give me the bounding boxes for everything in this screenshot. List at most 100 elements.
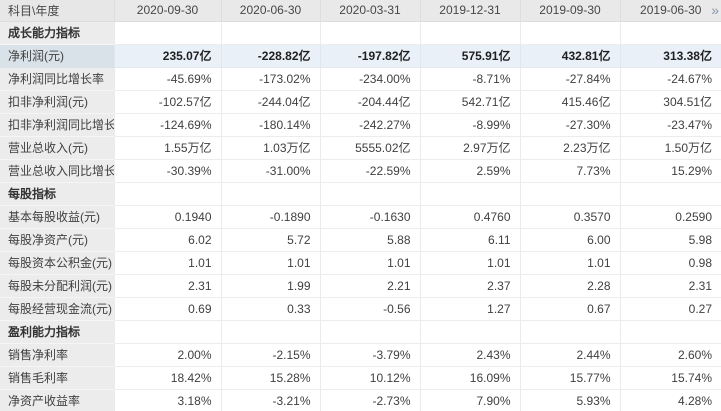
cell-value: 5.88 (319, 228, 420, 252)
cell-value: 5.72 (220, 228, 320, 252)
cell-value: -180.14% (220, 113, 320, 137)
cell-value: -0.1630 (319, 205, 420, 229)
empty-cell (419, 21, 520, 45)
cell-value: 6.02 (113, 228, 221, 252)
empty-cell (113, 21, 221, 45)
cell-value: 415.46亿 (519, 90, 620, 114)
row-label: 每股指标 (0, 182, 114, 206)
cell-value: 5555.02亿 (319, 136, 420, 160)
empty-cell (619, 320, 721, 344)
cell-value: -31.00% (220, 159, 320, 183)
table-row[interactable]: 营业总收入(元) 1.55万亿 1.03万亿 5555.02亿 2.97万亿 2.23万亿… (0, 136, 721, 160)
table-row[interactable]: 营业总收入同比增长率-30.39%-31.00%-22.59%2.59%7.73… (0, 159, 721, 183)
cell-value: 15.74% (619, 366, 721, 390)
cell-value: 1.01 (519, 251, 620, 275)
cell-value: 0.98 (619, 251, 721, 275)
row-label: 每股未分配利润(元) (0, 274, 114, 298)
column-header-date: 2019-06-30 » (619, 0, 721, 22)
row-label: 营业总收入同比增长率 (0, 159, 114, 183)
cell-value: -22.59% (319, 159, 420, 183)
cell-value: 4.28% (619, 389, 721, 411)
table-row[interactable]: 销售净利率 2.00% -2.15% -3.79% 2.43% 2.44% 2.60% (0, 343, 721, 367)
cell-value: -242.27% (319, 113, 420, 137)
cell-value: 18.42% (113, 366, 221, 390)
cell-value: 2.59% (419, 159, 520, 183)
cell-value: 542.71亿 (419, 90, 520, 114)
empty-cell (319, 21, 420, 45)
table-row[interactable]: 每股未分配利润(元) 2.31 1.99 2.21 2.37 2.28 2.31 (0, 274, 721, 298)
cell-value: -2.15% (220, 343, 320, 367)
cell-value: 1.01 (319, 251, 420, 275)
table-header: 科目\年度 2020-09-30 2020-06-30 2020-03-31 2019-… (0, 0, 721, 22)
column-header-label: 2020-09-30 (136, 3, 199, 18)
column-header-label: 2019-06-30 (640, 3, 702, 18)
cell-value: 0.33 (220, 297, 320, 321)
table-row[interactable]: 净资产收益率 3.18% -3.21% -2.73% 7.90% 5.93% 4.28% (0, 389, 721, 411)
row-label: 净利润(元) (0, 44, 114, 68)
cell-value: -24.67% (619, 67, 721, 91)
next-columns-icon[interactable]: » (711, 2, 719, 19)
row-label: 每股资本公积金(元) (0, 251, 114, 275)
cell-value: -3.21% (220, 389, 320, 411)
cell-value: -234.00% (319, 67, 420, 91)
cell-value: 1.50万亿 (619, 136, 721, 160)
cell-value: -244.04亿 (220, 90, 320, 114)
cell-value: 6.00 (519, 228, 620, 252)
empty-cell (519, 320, 620, 344)
table-row[interactable]: 基本每股收益(元) 0.1940 -0.1890 -0.1630 0.4760 0.357… (0, 205, 721, 229)
column-header-date: 2019-12-31 (419, 0, 520, 22)
cell-value: 2.21 (319, 274, 420, 298)
empty-cell (220, 21, 320, 45)
table-row[interactable]: 每股经营现金流(元) 0.69 0.33 -0.56 1.27 0.67 0.27 (0, 297, 721, 321)
column-header-label: 2019-12-31 (439, 3, 501, 18)
row-label: 扣非净利润(元) (0, 90, 114, 114)
cell-value: 2.00% (113, 343, 221, 367)
cell-value: -2.73% (319, 389, 420, 411)
corner-header: 科目\年度 (0, 0, 114, 22)
cell-value: 0.69 (113, 297, 221, 321)
table-row[interactable]: 每股净资产(元) 6.02 5.72 5.88 6.11 6.00 5.98 (0, 228, 721, 252)
row-label: 成长能力指标 (0, 21, 114, 45)
section-row: 每股指标 (0, 182, 721, 206)
table-row[interactable]: 扣非净利润(元) -102.57亿 -244.04亿 -204.44亿 542.71亿 4… (0, 90, 721, 114)
column-header-date: 2019-09-30 (519, 0, 620, 22)
cell-value: 0.67 (519, 297, 620, 321)
cell-value: -23.47% (619, 113, 721, 137)
cell-value: -0.1890 (220, 205, 320, 229)
cell-value: 313.38亿 (619, 44, 721, 68)
cell-value: 235.07亿 (113, 44, 221, 68)
cell-value: 0.27 (619, 297, 721, 321)
table-row[interactable]: 净利润同比增长率 -45.69% -173.02% -234.00% -8.71% -27… (0, 67, 721, 91)
row-label: 销售毛利率 (0, 366, 114, 390)
empty-cell (113, 320, 221, 344)
table-row[interactable]: 每股资本公积金(元) 1.01 1.01 1.01 1.01 1.01 0.98 (0, 251, 721, 275)
cell-value: 575.91亿 (419, 44, 520, 68)
cell-value: -197.82亿 (319, 44, 420, 68)
cell-value: 432.81亿 (519, 44, 620, 68)
cell-value: 15.29% (619, 159, 721, 183)
cell-value: 5.98 (619, 228, 721, 252)
cell-value: 1.27 (419, 297, 520, 321)
row-label: 每股经营现金流(元) (0, 297, 114, 321)
cell-value: -102.57亿 (113, 90, 221, 114)
column-header-label: 2020-03-31 (339, 3, 401, 18)
table-row[interactable]: 销售毛利率 18.42% 15.28% 10.12% 16.09% 15.77% 15.74… (0, 366, 721, 390)
cell-value: 1.01 (419, 251, 520, 275)
row-label: 盈利能力指标 (0, 320, 114, 344)
empty-cell (519, 21, 620, 45)
row-label: 销售净利率 (0, 343, 114, 367)
cell-value: -27.30% (519, 113, 620, 137)
cell-value: -204.44亿 (319, 90, 420, 114)
cell-value: 304.51亿 (619, 90, 721, 114)
table-row[interactable]: 净利润(元) 235.07亿 -228.82亿 -197.82亿 575.91亿 432.… (0, 44, 721, 68)
cell-value: 0.3570 (519, 205, 620, 229)
table-row[interactable]: 扣非净利润同比增长率-124.69%-180.14%-242.27%-8.99%… (0, 113, 721, 137)
cell-value: 16.09% (419, 366, 520, 390)
cell-value: 2.37 (419, 274, 520, 298)
empty-cell (319, 320, 420, 344)
cell-value: 0.1940 (113, 205, 221, 229)
empty-cell (519, 182, 620, 206)
cell-value: 1.03万亿 (220, 136, 320, 160)
cell-value: -27.84% (519, 67, 620, 91)
cell-value: 0.2590 (619, 205, 721, 229)
